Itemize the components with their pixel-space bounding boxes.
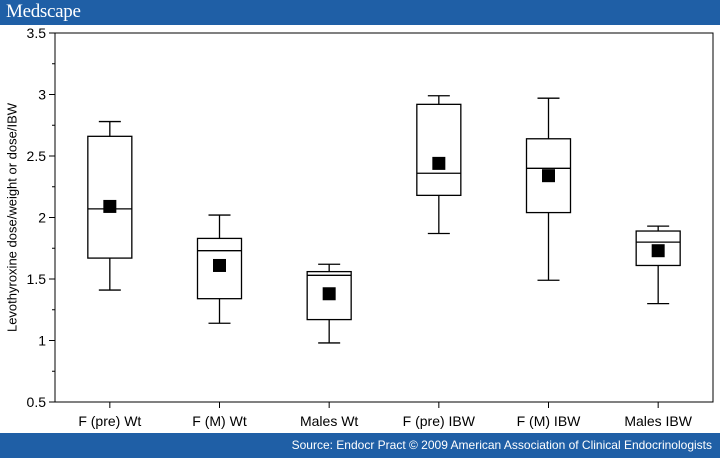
x-tick-label: Males Wt xyxy=(300,413,358,429)
y-tick-label: 3.5 xyxy=(27,25,47,41)
medscape-logo: Medscape xyxy=(6,1,81,22)
box-plot-chart: 0.5 1 1.5 2 2.5 3 3.5 F (pre) Wt F (M) Wt Males … xyxy=(0,25,720,433)
header-bar: Medscape xyxy=(0,0,720,25)
x-tick-label: F (pre) Wt xyxy=(78,413,141,429)
y-tick-label: 0.5 xyxy=(27,394,47,410)
source-credit: Source: Endocr Pract © 2009 American Ass… xyxy=(291,438,712,452)
boxes-layer xyxy=(87,95,681,344)
mean-marker xyxy=(213,258,226,272)
x-tick-label: Males IBW xyxy=(624,413,692,429)
mean-marker xyxy=(322,287,336,301)
box-3 xyxy=(306,263,352,344)
y-tick-label: 2 xyxy=(38,210,46,226)
y-tick-label: 1.5 xyxy=(27,271,47,287)
box-5 xyxy=(525,97,572,281)
x-tick-label: F (M) Wt xyxy=(192,413,247,429)
mean-marker xyxy=(432,156,446,170)
y-tick-label: 1 xyxy=(38,333,46,349)
x-tick-label: F (M) IBW xyxy=(517,413,582,429)
x-axis: F (pre) Wt F (M) Wt Males Wt F (pre) IBW F (… xyxy=(78,402,693,429)
y-axis-label: Levothyroxine dose/weight or dose/IBW xyxy=(4,102,19,332)
interquartile-box xyxy=(87,135,133,259)
interquartile-box xyxy=(416,103,462,197)
chart-svg: 0.5 1 1.5 2 2.5 3 3.5 F (pre) Wt F (M) Wt Males … xyxy=(4,25,714,429)
footer-bar: Source: Endocr Pract © 2009 American Ass… xyxy=(0,433,720,458)
x-tick-label: F (pre) IBW xyxy=(403,413,476,429)
y-tick-label: 2.5 xyxy=(27,148,47,164)
box-6 xyxy=(635,225,681,305)
y-axis: 0.5 1 1.5 2 2.5 3 3.5 xyxy=(27,25,55,410)
interquartile-box xyxy=(635,230,681,267)
mean-marker xyxy=(103,199,117,213)
mean-marker xyxy=(542,169,555,183)
box-4 xyxy=(416,95,462,235)
box-1 xyxy=(87,120,133,291)
mean-marker xyxy=(651,244,665,258)
plot-frame xyxy=(54,32,714,403)
y-tick-label: 3 xyxy=(38,87,46,103)
box-2 xyxy=(196,214,243,324)
